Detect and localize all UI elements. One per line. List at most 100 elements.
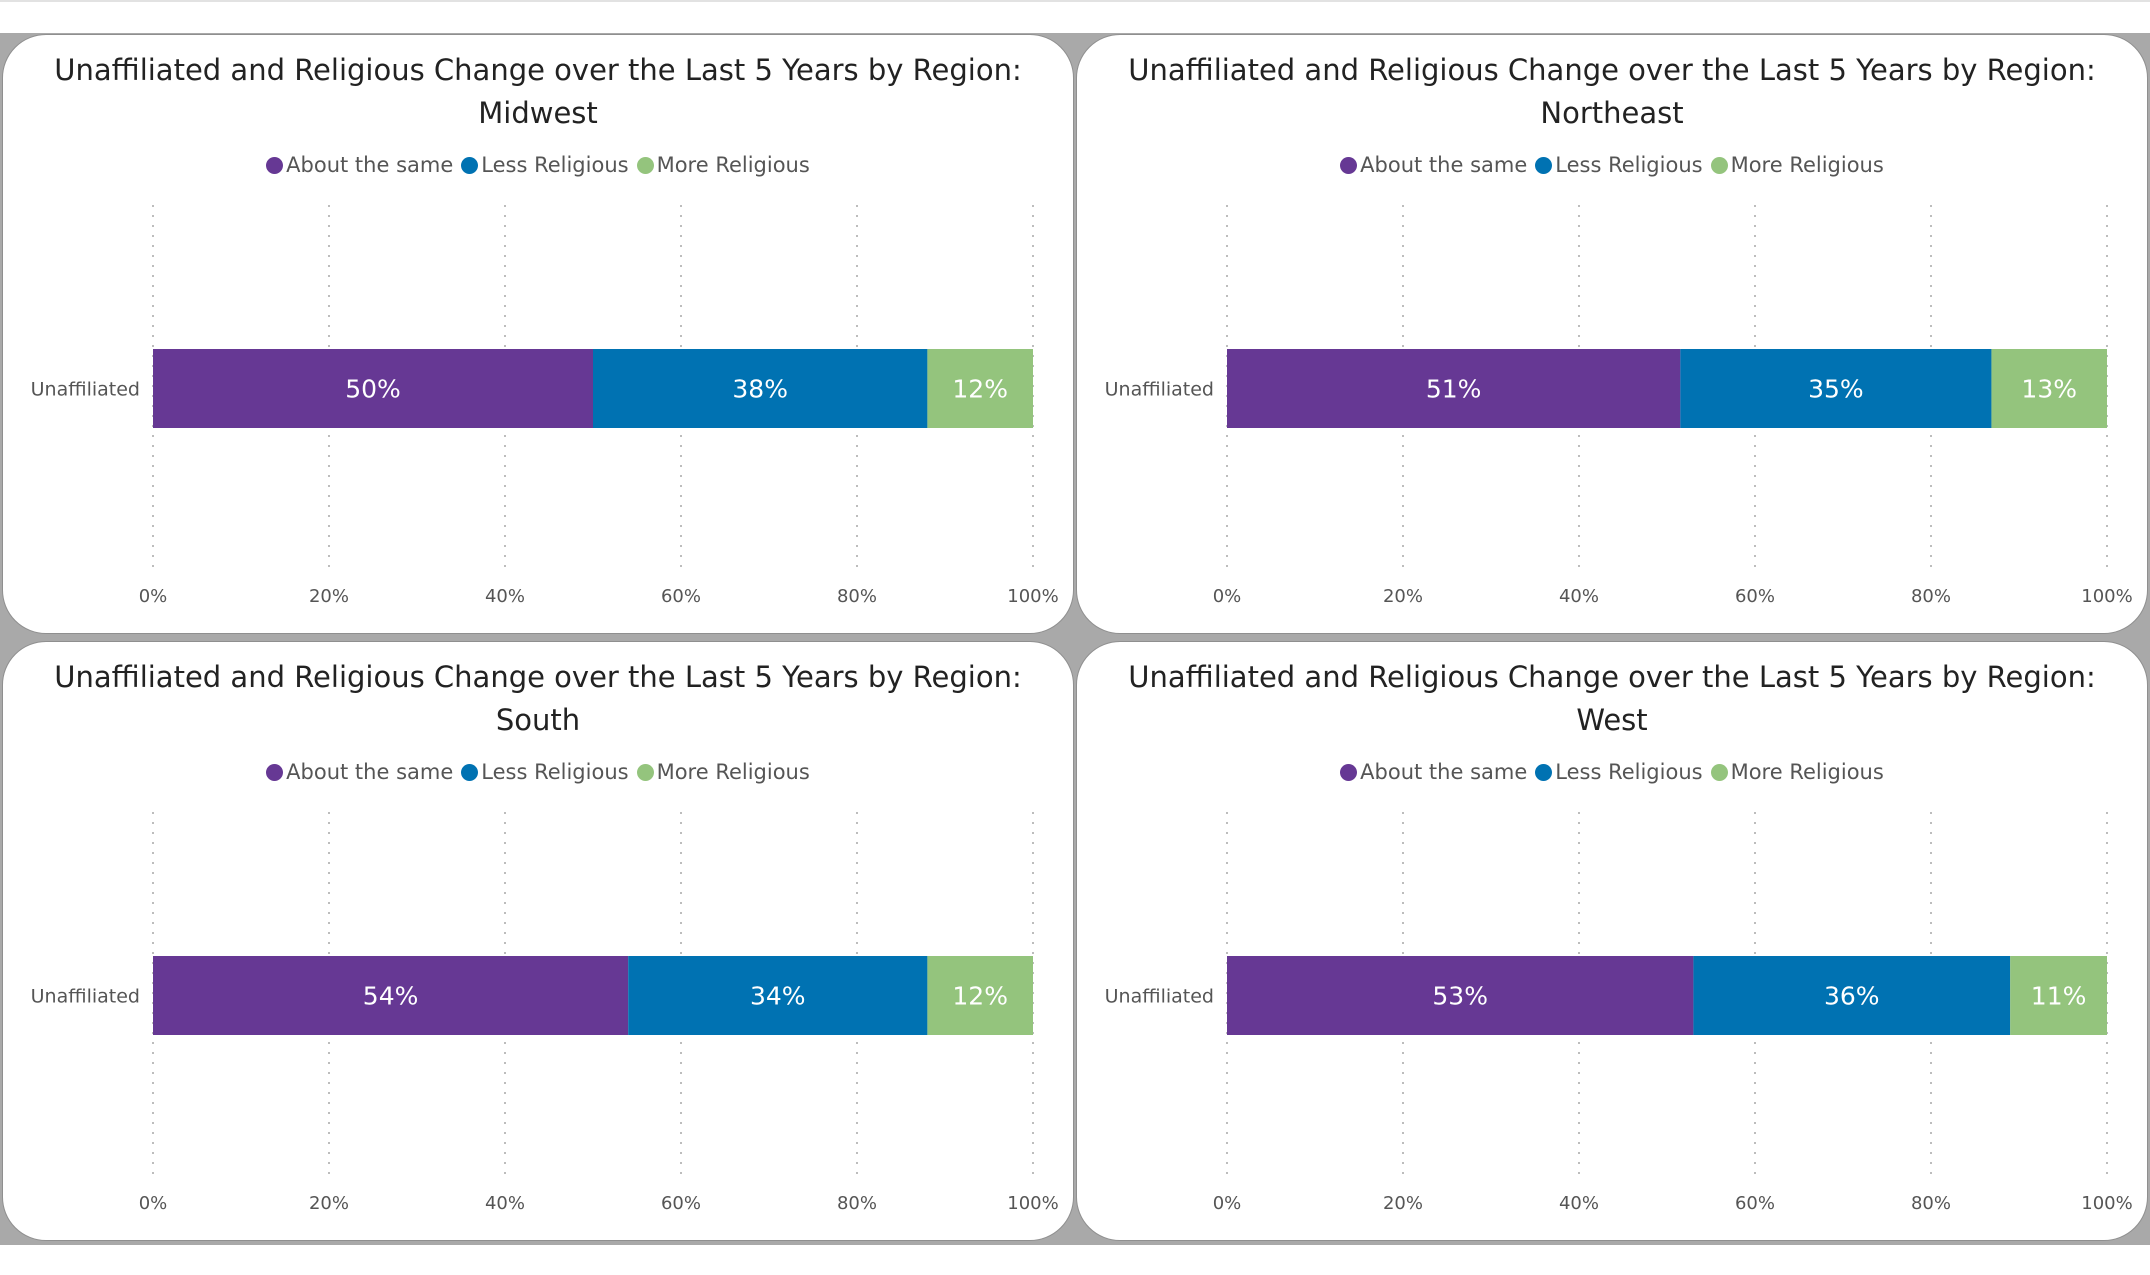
chart-legend: About the same Less Religious More Relig… — [1077, 151, 2147, 179]
x-tick-label: 100% — [1007, 1193, 1058, 1214]
x-tick-label: 80% — [1911, 586, 1951, 607]
x-tick-label: 20% — [309, 1193, 349, 1214]
data-label: 12% — [952, 982, 1008, 1011]
legend-dot-icon — [1710, 156, 1728, 174]
legend-dot-icon — [636, 763, 654, 781]
category-label: Unaffiliated — [31, 379, 140, 401]
data-label: 12% — [952, 375, 1008, 404]
x-tick-label: 100% — [2081, 1193, 2132, 1214]
x-tick-label: 80% — [837, 586, 877, 607]
category-label: Unaffiliated — [1105, 986, 1214, 1008]
bar-segment-more-religious[interactable] — [1991, 349, 2107, 428]
top-divider — [0, 0, 2150, 2]
legend-label: About the same — [1360, 153, 1528, 177]
plot-area: 0% 20% 40% 60% 80% 100% Unaffiliated 51% 35% 13% — [1077, 35, 2147, 633]
x-tick-label: 0% — [1213, 1193, 1242, 1214]
legend-item-less-religious[interactable]: Less Religious — [1535, 760, 1703, 784]
x-tick-label: 0% — [1213, 586, 1242, 607]
legend-label: More Religious — [656, 760, 810, 784]
data-label: 11% — [2031, 982, 2087, 1011]
plot-area: 0% 20% 40% 60% 80% 100% Unaffiliated 50% 38% 12% — [3, 35, 1073, 633]
legend-dot-icon — [461, 763, 479, 781]
data-label: 13% — [2021, 375, 2077, 404]
data-label: 38% — [732, 375, 788, 404]
x-tick-label: 100% — [1007, 586, 1058, 607]
data-label: 35% — [1808, 375, 1864, 404]
legend-label: Less Religious — [481, 760, 629, 784]
legend-label: More Religious — [1730, 153, 1884, 177]
legend-item-more-religious[interactable]: More Religious — [1710, 153, 1884, 177]
bar-segment-less-religious[interactable] — [593, 349, 928, 428]
chart-title: Unaffiliated and Religious Change over t… — [1128, 660, 2096, 737]
x-tick-label: 40% — [485, 1193, 525, 1214]
x-tick-label: 20% — [309, 586, 349, 607]
bar-segment-about-the-same[interactable] — [153, 956, 629, 1035]
legend-dot-icon — [266, 156, 284, 174]
x-tick-label: 60% — [661, 1193, 701, 1214]
x-tick-label: 60% — [661, 586, 701, 607]
bar-segment-about-the-same[interactable] — [153, 349, 593, 428]
x-tick-label: 60% — [1735, 1193, 1775, 1214]
data-label: 50% — [345, 375, 401, 404]
plot-area: 0% 20% 40% 60% 80% 100% Unaffiliated 54% 34% 12% — [3, 642, 1073, 1240]
legend-label: Less Religious — [1555, 153, 1703, 177]
chart-panel-south: Unaffiliated and Religious Change over t… — [2, 641, 1074, 1241]
x-tick-label: 40% — [1559, 1193, 1599, 1214]
chart-svg: 0% 20% 40% 60% 80% 100% Unaffiliated 50% 38% 12% — [31, 205, 1059, 607]
chart-svg: 0% 20% 40% 60% 80% 100% Unaffiliated 51% 35% 13% — [1105, 205, 2133, 607]
chart-legend: About the same Less Religious More Relig… — [3, 151, 1073, 179]
legend-dot-icon — [1340, 156, 1358, 174]
x-tick-label: 0% — [139, 1193, 168, 1214]
legend-item-less-religious[interactable]: Less Religious — [461, 153, 629, 177]
bar-segment-more-religious[interactable] — [927, 956, 1033, 1035]
x-tick-label: 80% — [837, 1193, 877, 1214]
bar-segment-more-religious[interactable] — [927, 349, 1033, 428]
legend-dot-icon — [266, 763, 284, 781]
legend-item-more-religious[interactable]: More Religious — [1710, 760, 1884, 784]
legend-item-about-the-same[interactable]: About the same — [1340, 153, 1527, 177]
legend-item-about-the-same[interactable]: About the same — [266, 153, 453, 177]
legend-label: Less Religious — [481, 153, 629, 177]
data-label: 36% — [1824, 982, 1880, 1011]
chart-legend: About the same Less Religious More Relig… — [3, 758, 1073, 786]
legend-label: About the same — [286, 153, 454, 177]
data-label: 51% — [1426, 375, 1482, 404]
x-tick-label: 20% — [1383, 586, 1423, 607]
x-tick-label: 20% — [1383, 1193, 1423, 1214]
plot-area: 0% 20% 40% 60% 80% 100% Unaffiliated 53% 36% 11% — [1077, 642, 2147, 1240]
category-label: Unaffiliated — [1105, 379, 1214, 401]
bar-segment-about-the-same[interactable] — [1227, 956, 1694, 1035]
data-label: 34% — [750, 982, 806, 1011]
legend-dot-icon — [1710, 763, 1728, 781]
bar-segment-less-religious[interactable] — [1680, 349, 1992, 428]
bar-segment-less-religious[interactable] — [628, 956, 928, 1035]
bar-segment-less-religious[interactable] — [1693, 956, 2011, 1035]
chart-title: Unaffiliated and Religious Change over t… — [54, 53, 1022, 130]
legend-item-less-religious[interactable]: Less Religious — [1535, 153, 1703, 177]
legend-label: More Religious — [656, 153, 810, 177]
x-tick-label: 0% — [139, 586, 168, 607]
x-tick-label: 80% — [1911, 1193, 1951, 1214]
legend-item-more-religious[interactable]: More Religious — [636, 153, 810, 177]
legend-dot-icon — [461, 156, 479, 174]
legend-item-about-the-same[interactable]: About the same — [266, 760, 453, 784]
chart-svg: 0% 20% 40% 60% 80% 100% Unaffiliated 54% 34% 12% — [31, 812, 1059, 1214]
category-label: Unaffiliated — [31, 986, 140, 1008]
x-tick-label: 60% — [1735, 586, 1775, 607]
chart-panel-west: Unaffiliated and Religious Change over t… — [1076, 641, 2148, 1241]
legend-label: About the same — [286, 760, 454, 784]
chart-panel-midwest: Unaffiliated and Religious Change over t… — [2, 34, 1074, 634]
chart-title: Unaffiliated and Religious Change over t… — [54, 660, 1022, 737]
chart-panel-northeast: Unaffiliated and Religious Change over t… — [1076, 34, 2148, 634]
legend-item-less-religious[interactable]: Less Religious — [461, 760, 629, 784]
legend-label: Less Religious — [1555, 760, 1703, 784]
legend-dot-icon — [1340, 763, 1358, 781]
bar-segment-more-religious[interactable] — [2010, 956, 2107, 1035]
legend-item-more-religious[interactable]: More Religious — [636, 760, 810, 784]
legend-label: About the same — [1360, 760, 1528, 784]
legend-dot-icon — [636, 156, 654, 174]
bar-segment-about-the-same[interactable] — [1227, 349, 1681, 428]
legend-item-about-the-same[interactable]: About the same — [1340, 760, 1527, 784]
x-tick-label: 40% — [1559, 586, 1599, 607]
chart-legend: About the same Less Religious More Relig… — [1077, 758, 2147, 786]
